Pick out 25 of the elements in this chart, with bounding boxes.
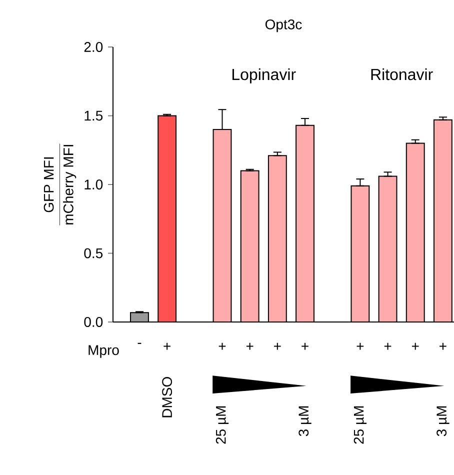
x-tick-label: -: [138, 342, 142, 344]
x-tick-label: +: [246, 342, 254, 350]
annotation: Lopinavir: [232, 68, 296, 84]
y-tick-label: 1.5: [84, 110, 103, 121]
y-axis-title: $\frac{\mbox{GFP MFI}}{\mbox{mCherry MFI}}$: [44, 144, 76, 226]
annotation: Ritonavir: [371, 68, 433, 80]
x-tick-label: +: [274, 342, 281, 350]
x-tick-label: +: [302, 342, 308, 350]
text: 25 µM: [354, 406, 367, 444]
text: 3 µM: [436, 406, 450, 436]
x-tick-label: +: [218, 342, 226, 350]
y-tick-label: 0.5: [84, 248, 103, 258]
chart-title: Opt3c: [265, 19, 302, 32]
x-tick-label: +: [412, 342, 419, 350]
text: 25 µM: [216, 406, 229, 444]
y-tick-label: 0.0: [84, 317, 103, 327]
x-tick-label: +: [356, 342, 364, 350]
text: Mpro: [88, 345, 119, 358]
x-tick-label: +: [164, 342, 170, 350]
y-tick-label: 2.0: [84, 42, 103, 52]
y-tick-label: 1.0: [84, 180, 103, 190]
x-tick-label: +: [384, 342, 392, 350]
x-tick-label: +: [440, 342, 446, 350]
text: 3 µM: [298, 406, 312, 436]
text: DMSO: [162, 377, 172, 418]
